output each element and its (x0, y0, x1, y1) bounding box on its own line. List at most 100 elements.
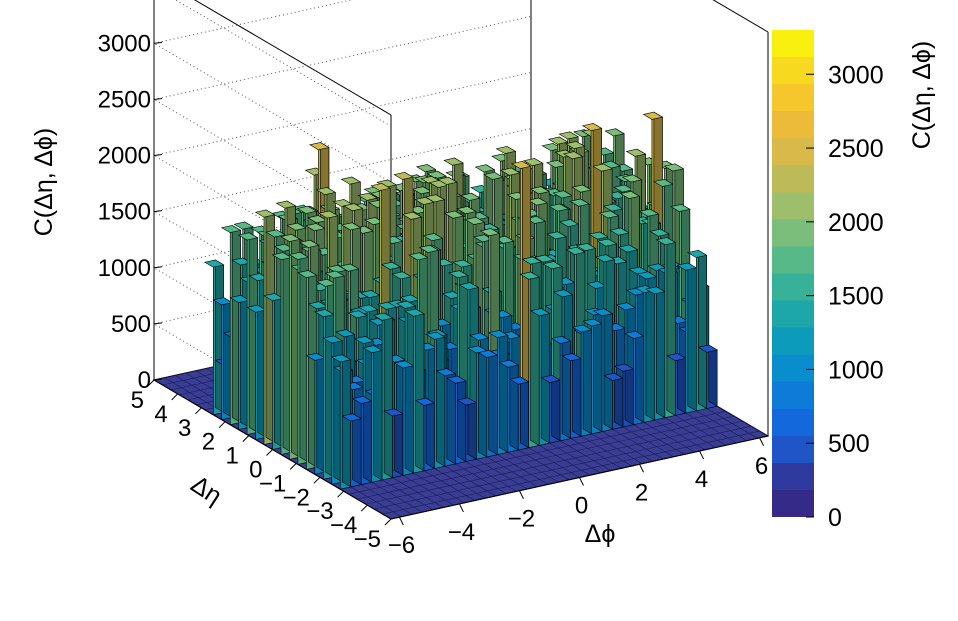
y-tick-label: 2 (202, 429, 215, 456)
bar-top-face (296, 205, 318, 214)
bar-top-face (456, 206, 477, 215)
bar-top-face (362, 345, 383, 354)
x-tick (519, 490, 524, 499)
x-axis-title: Δϕ (585, 520, 616, 548)
z-tick-label: 500 (111, 311, 151, 338)
bar-top-face (307, 301, 329, 310)
bar-side-face (478, 345, 488, 458)
floor-gridline-y (357, 415, 735, 500)
lego-bar (582, 318, 603, 435)
x-tick-label: 4 (695, 466, 708, 493)
lego-bar (655, 236, 677, 419)
z-tick-label: 1500 (98, 199, 151, 226)
bar-top-face (533, 254, 555, 263)
bar-top-face (617, 244, 639, 253)
bar-top-face (380, 261, 402, 270)
y-tick-label: 0 (249, 457, 262, 484)
y-tick-label: −1 (259, 470, 286, 497)
x-tick-label: −6 (388, 532, 415, 559)
x-tick-label: −2 (508, 506, 535, 533)
z-tick-label: 3000 (98, 30, 151, 57)
bar-top-face (592, 163, 613, 172)
bar-top-face (540, 374, 561, 383)
lego-bar (686, 249, 708, 412)
bar-top-face (297, 270, 318, 279)
y-tick-label: 4 (154, 401, 167, 428)
bar-top-face (237, 232, 259, 241)
bar-top-face (562, 151, 584, 160)
z-gridline-left (153, 211, 392, 352)
bar-top-face (522, 158, 544, 167)
bar-top-face (697, 344, 719, 353)
bar-side-face (404, 360, 414, 474)
bar-top-face (569, 198, 590, 207)
z-axis-tick-labels: 0 500 1000 1500 2000 2500 3000 3500 (98, 0, 163, 394)
bar-top-face (426, 170, 447, 179)
z-tick-label: 0 (138, 367, 151, 394)
y-tick (313, 476, 321, 484)
x-tick (579, 477, 584, 486)
bar-top-face (686, 249, 708, 258)
z-gridline-left (153, 267, 392, 408)
y-tick (384, 518, 392, 526)
bar-top-face (265, 229, 286, 238)
bar-top-face (393, 171, 414, 180)
lego-bar (425, 331, 446, 469)
colorbar-tick-label: 0 (828, 504, 842, 532)
bar-top-face (603, 372, 624, 381)
bar-top-face (598, 210, 620, 219)
z-tick-label: 2000 (98, 143, 151, 170)
lego-bar (254, 209, 276, 445)
bar-top-face (649, 228, 670, 237)
bar-top-face (448, 270, 469, 279)
bar-top-face (498, 359, 520, 368)
lego-bar (467, 345, 488, 460)
bar-top-face (558, 219, 580, 228)
bar-top-face (411, 186, 433, 195)
bar-top-face (586, 280, 607, 289)
y-tick-label: 1 (225, 443, 238, 470)
bar-top-face (571, 324, 593, 333)
bar-top-face (315, 187, 337, 196)
colorbar-rect (772, 30, 814, 517)
bar-top-face (315, 278, 337, 287)
bar-top-face (619, 190, 641, 199)
bar-top-face (408, 252, 429, 261)
z-gridline-back (153, 128, 532, 213)
bar-top-face (415, 164, 437, 173)
bar-top-face (621, 174, 643, 183)
bar-top-face (542, 261, 563, 270)
bar-top-face (594, 254, 616, 263)
z-axis-title: C(Δη, Δϕ) (30, 128, 58, 237)
bar-top-face (322, 335, 344, 344)
bar-top-face (655, 237, 677, 246)
z-tick-label: 2500 (98, 86, 151, 113)
bar-top-face (552, 289, 574, 298)
lego-bar (571, 324, 593, 437)
bar-top-face (347, 310, 369, 319)
bar-top-face (592, 308, 614, 317)
bar-top-face (317, 210, 339, 219)
bar-side-face (561, 335, 571, 440)
bar-top-face (299, 239, 320, 248)
bar-top-face (653, 178, 674, 187)
bar-top-face (483, 171, 504, 180)
bar-top-face (307, 215, 328, 224)
bar-top-face (474, 164, 496, 173)
x-tick (699, 450, 705, 460)
lego-bar (330, 354, 352, 490)
bar-top-face (521, 256, 543, 265)
z-tick (153, 378, 163, 381)
bar-top-face (435, 368, 457, 377)
y-tick (360, 504, 368, 512)
bar-top-face (424, 194, 446, 203)
z-gridline-left (153, 42, 392, 183)
bar-top-face (561, 353, 582, 362)
z-gridline-left (153, 99, 392, 239)
bar-top-face (446, 375, 467, 384)
bar-side-face (519, 376, 530, 449)
bar-top-face (625, 148, 647, 157)
y-tick-label: −4 (330, 512, 357, 539)
bar-side-face (457, 375, 467, 463)
